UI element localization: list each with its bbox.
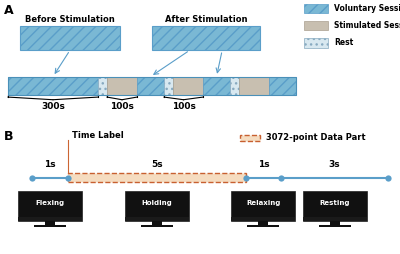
Bar [164,77,173,95]
Bar [319,226,350,227]
Text: Voluntary Session: Voluntary Session [334,4,400,13]
Bar [34,226,66,227]
Bar [152,220,162,226]
Bar [18,217,82,221]
Text: Before Stimulation: Before Stimulation [25,15,115,24]
Text: 3s: 3s [329,160,340,169]
Text: 100s: 100s [172,102,196,111]
Bar [125,217,189,221]
Text: 3072-point Data Part: 3072-point Data Part [266,133,366,142]
Bar [258,220,268,226]
Bar [304,4,328,13]
Bar [141,226,173,227]
Text: Resting: Resting [319,200,350,206]
Bar [18,190,82,221]
Bar [98,77,107,95]
Bar [68,173,246,182]
Bar [125,190,189,221]
Bar [231,217,295,221]
Text: 1s: 1s [44,160,56,169]
Bar [247,226,279,227]
Text: Relaxing: Relaxing [246,200,280,206]
Bar [173,77,203,95]
Bar [45,220,55,226]
Bar [203,77,230,95]
Bar [269,77,296,95]
Bar [304,38,328,47]
Text: 5s: 5s [151,160,162,169]
Text: Rest: Rest [334,38,353,47]
Text: B: B [4,130,14,142]
Bar [8,77,296,95]
Bar [239,77,269,95]
Bar [303,190,367,221]
Text: After Stimulation: After Stimulation [165,15,247,24]
Bar [107,77,137,95]
Bar [231,190,295,221]
Text: A: A [4,4,14,17]
Bar [240,135,260,141]
Text: Time Label: Time Label [72,131,124,140]
Bar [137,77,164,95]
Text: Stimulated Session: Stimulated Session [334,21,400,30]
Bar [230,77,239,95]
Text: Holding: Holding [141,200,172,206]
Text: Flexing: Flexing [35,200,64,206]
Bar [304,21,328,30]
Bar [20,26,120,50]
Bar [330,220,340,226]
Bar [303,217,367,221]
Text: 1s: 1s [258,160,269,169]
Bar [152,26,260,50]
Bar [8,77,98,95]
Text: 300s: 300s [41,102,65,111]
Text: 100s: 100s [110,102,134,111]
